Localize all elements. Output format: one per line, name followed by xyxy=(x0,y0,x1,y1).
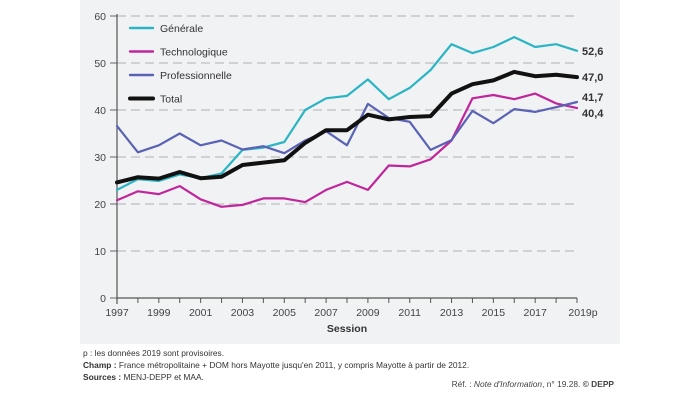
note-champ-label: Champ : xyxy=(83,360,117,370)
x-tick-label: 2011 xyxy=(398,307,421,319)
chart-notes: p : les données 2019 sont provisoires. C… xyxy=(83,347,469,383)
note-provisional: p : les données 2019 sont provisoires. xyxy=(83,348,225,358)
x-tick-label: 2005 xyxy=(273,307,297,319)
note-sources: Sources : MENJ-DEPP et MAA. xyxy=(83,371,469,383)
y-tick-label: 10 xyxy=(94,246,106,258)
chart-background xyxy=(80,0,620,344)
note-champ: Champ : France métropolitaine + DOM hors… xyxy=(83,359,469,371)
note-sources-label: Sources : xyxy=(83,372,122,382)
legend-label-technologique: Technologique xyxy=(160,47,228,59)
y-tick-label: 60 xyxy=(94,11,106,23)
y-tick-label: 0 xyxy=(100,293,106,305)
x-tick-label: 2019p xyxy=(568,307,597,319)
reference: Réf. : Note d'Information, n° 19.28. © D… xyxy=(452,379,614,389)
y-tick-label: 40 xyxy=(94,105,106,117)
line-chart: 0 10 20 30 40 50 60 1997 1999 2001 2003 2005 2007 200… xyxy=(94,11,604,335)
x-tick-label: 1997 xyxy=(105,307,129,319)
x-tick-label: 2003 xyxy=(231,307,255,319)
ref-suffix: , n° 19.28. xyxy=(542,379,583,389)
y-tick-label: 30 xyxy=(94,152,106,164)
ref-copyright: © DEPP xyxy=(582,379,614,389)
end-label-technologique: 40,4 xyxy=(582,108,604,120)
x-tick-label: 2001 xyxy=(189,307,213,319)
gridlines xyxy=(117,15,577,252)
note-champ-text: France métropolitaine + DOM hors Mayotte… xyxy=(116,360,470,370)
x-tick-label: 2009 xyxy=(356,307,380,319)
legend: Générale Technologique Professionnelle Tota… xyxy=(128,23,232,106)
x-axis-title: Session xyxy=(327,323,367,335)
ref-title: Note d'Information xyxy=(473,379,543,389)
x-tick-label: 2013 xyxy=(440,307,464,319)
axes: 0 10 20 30 40 50 60 1997 1999 2001 2003 2005 2007 200… xyxy=(94,11,597,319)
x-tick-label: 2017 xyxy=(524,307,548,319)
legend-label-total: Total xyxy=(160,94,182,106)
series-line-technologique xyxy=(115,92,579,208)
end-labels: 52,6 40,4 41,7 47,0 xyxy=(582,46,604,120)
x-tick-label: 1999 xyxy=(147,307,171,319)
end-label-professionnelle: 41,7 xyxy=(582,92,603,104)
note-sources-text: MENJ-DEPP et MAA. xyxy=(121,372,204,382)
end-label-total: 47,0 xyxy=(582,72,603,84)
x-tick-label: 2015 xyxy=(482,307,506,319)
series-line-professionnelle xyxy=(115,100,579,155)
legend-label-generale: Générale xyxy=(160,23,203,35)
x-tick-label: 2007 xyxy=(314,307,338,319)
series-lines xyxy=(115,35,579,208)
y-tick-label: 50 xyxy=(94,58,106,70)
ref-prefix: Réf. : xyxy=(451,379,474,389)
end-label-generale: 52,6 xyxy=(582,46,603,58)
legend-label-professionnelle: Professionnelle xyxy=(160,70,232,82)
series-line-total xyxy=(115,69,579,185)
y-tick-label: 20 xyxy=(94,199,106,211)
